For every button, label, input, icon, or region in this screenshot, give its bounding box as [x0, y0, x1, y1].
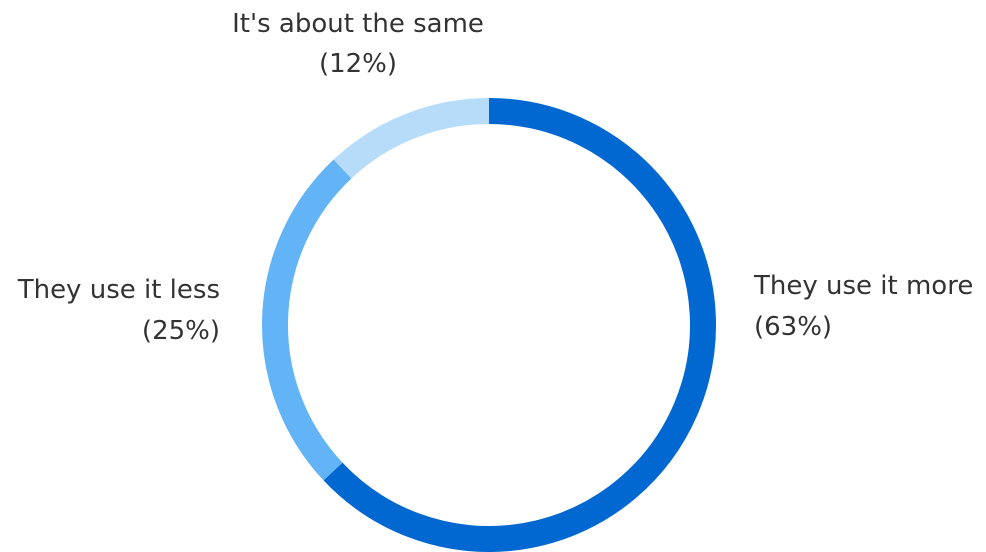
slice-label-less: They use it less (25%) [17, 275, 220, 346]
slice-label-more-value: (63%) [754, 312, 832, 342]
donut-ring [262, 98, 716, 552]
donut-slice-2 [333, 98, 490, 179]
slice-label-same: It's about the same (12%) [232, 9, 484, 79]
donut-slice-1 [262, 159, 352, 481]
slice-label-less-text: They use it less [17, 275, 220, 305]
slice-label-same-text: It's about the same [232, 9, 484, 39]
donut-slice-0 [323, 98, 716, 552]
slice-label-more: They use it more (63%) [753, 271, 973, 342]
slice-label-more-text: They use it more [753, 271, 973, 301]
slice-label-less-value: (25%) [142, 316, 220, 346]
slice-label-same-value: (12%) [319, 49, 397, 79]
